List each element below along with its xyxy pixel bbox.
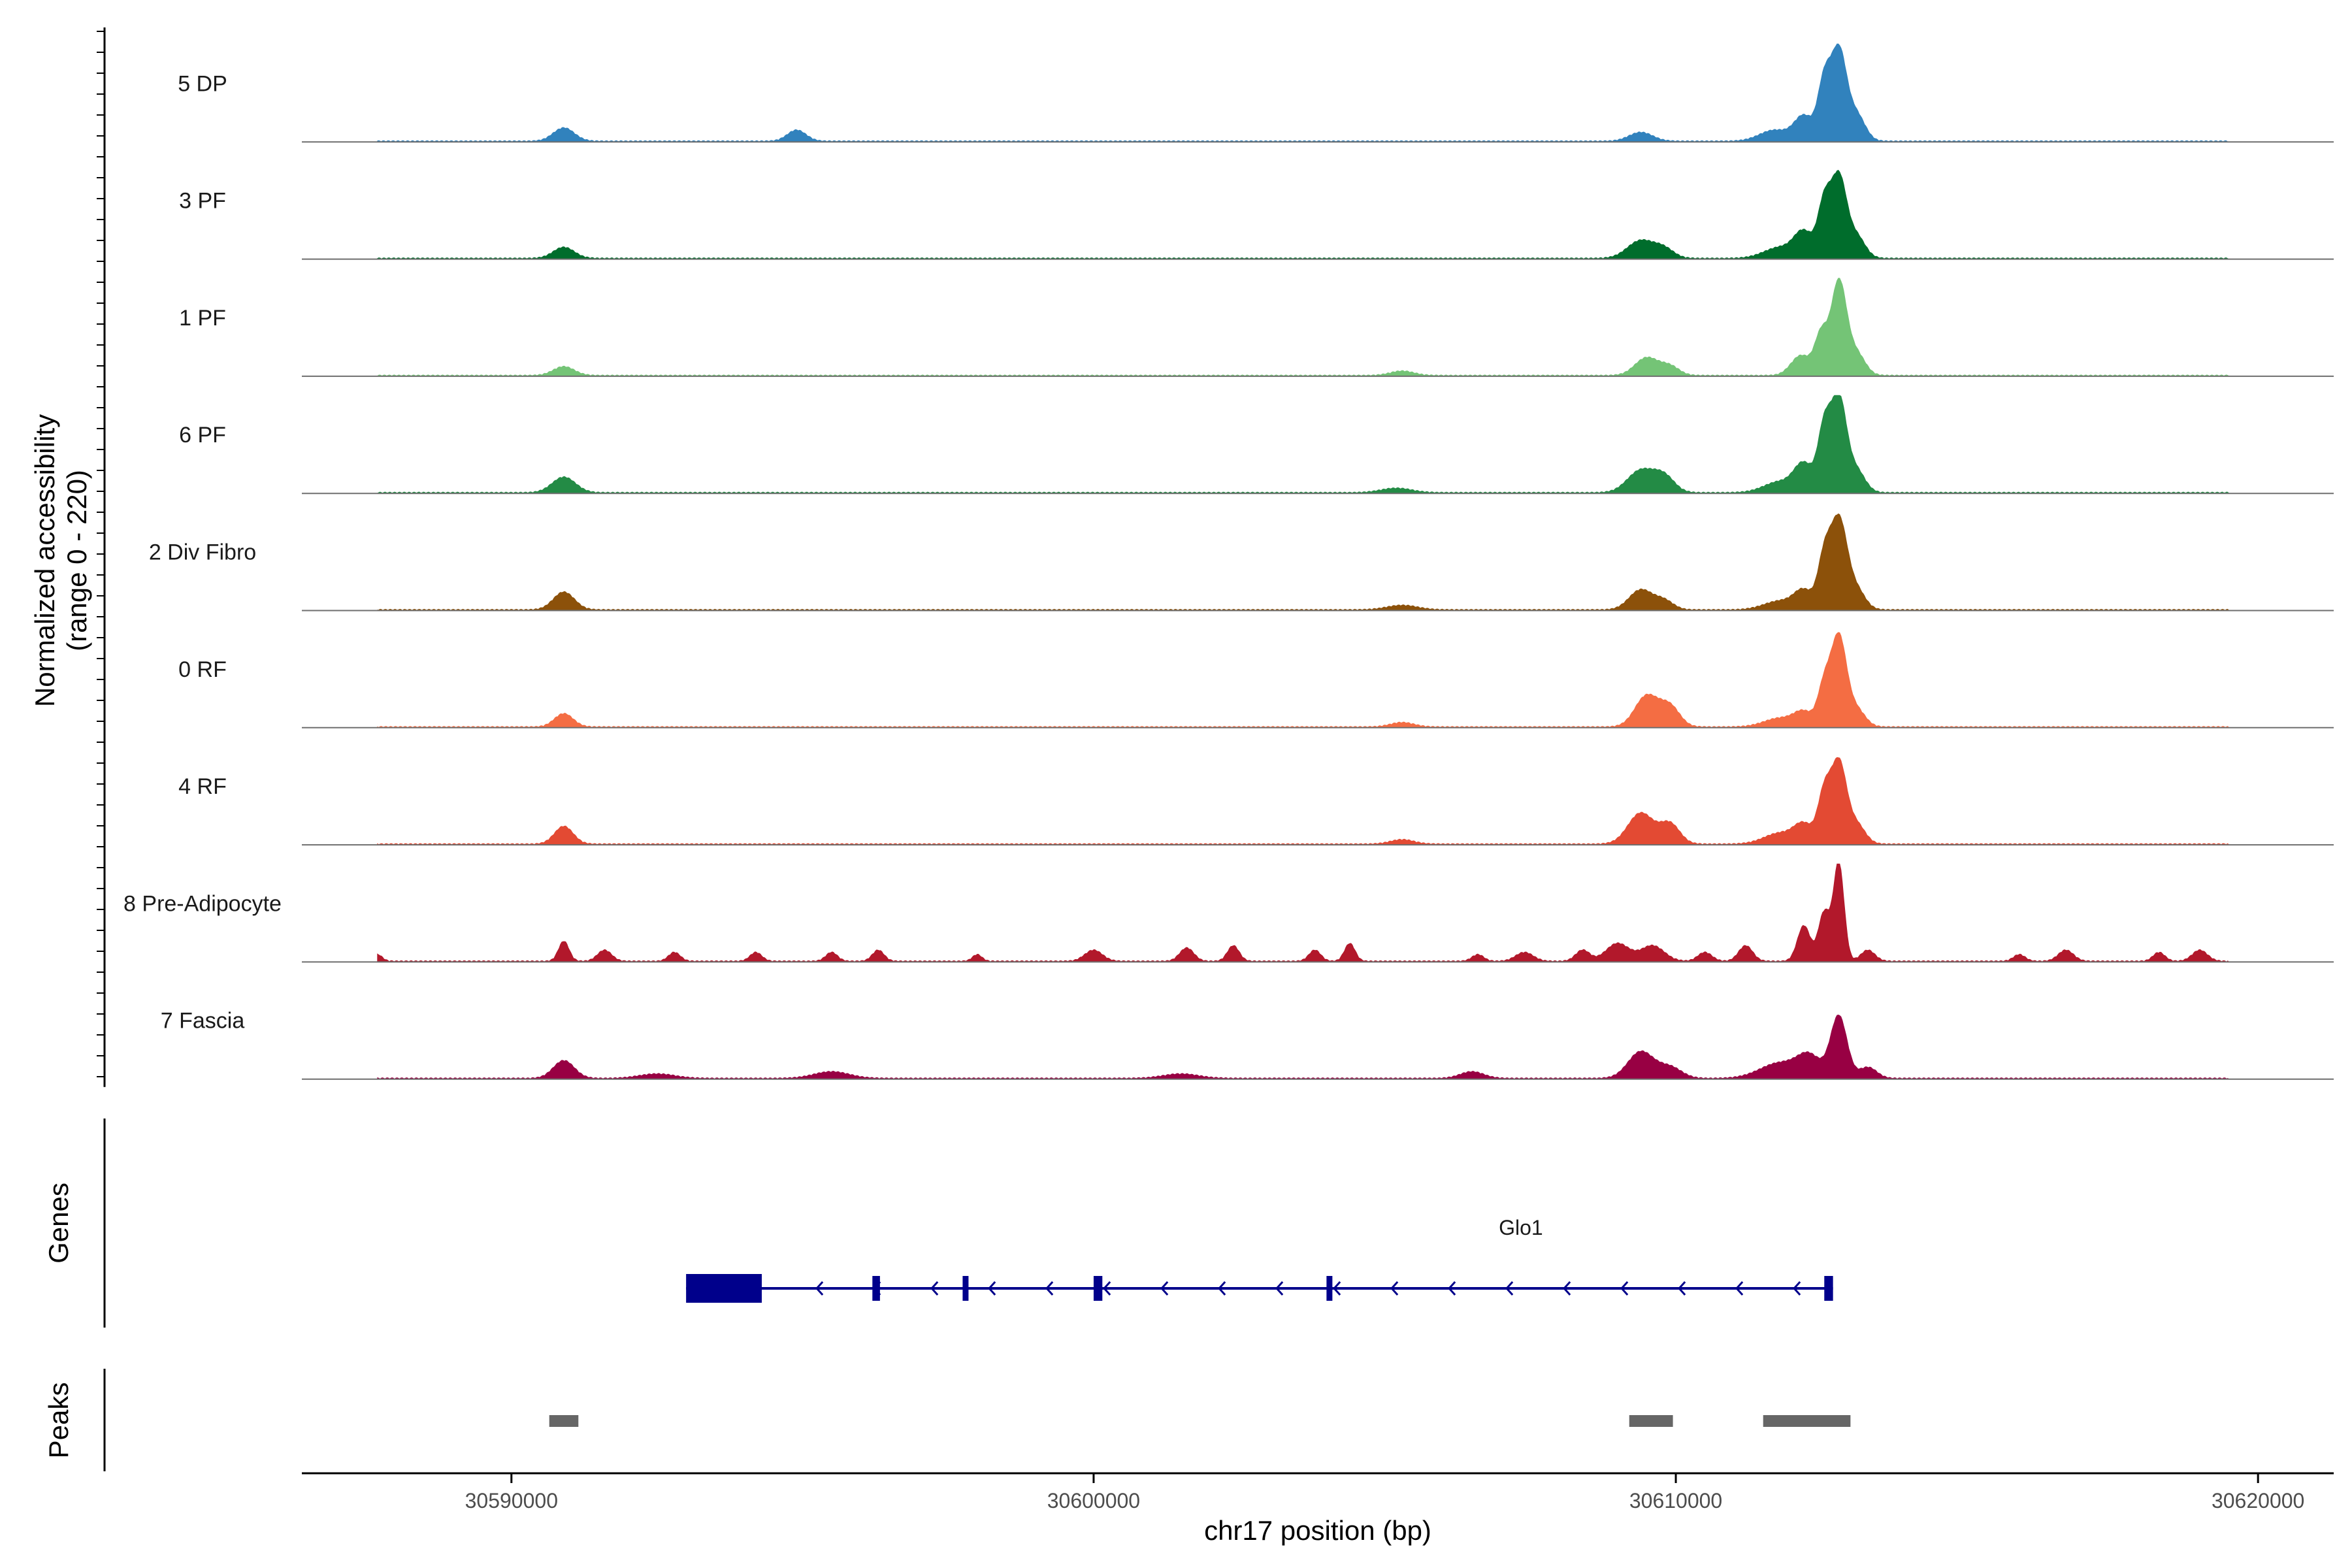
x-tick-label: 30620000	[2212, 1489, 2304, 1512]
peak-region	[1763, 1415, 1851, 1427]
track-label-4-rf: 4 RF	[178, 774, 227, 799]
y-axis-title-line1: Normalized accessibility	[29, 414, 60, 707]
track-label-6-pf: 6 PF	[179, 423, 226, 448]
gene-exon	[1824, 1276, 1833, 1301]
gene-exon	[1326, 1276, 1333, 1301]
strand-arrow	[1678, 1281, 1686, 1296]
x-axis: 30590000 30600000 30610000 30620000	[465, 1473, 2304, 1512]
strand-arrow	[1563, 1281, 1571, 1296]
peak-region	[549, 1415, 579, 1427]
strand-arrow	[1160, 1281, 1169, 1296]
gene-label-glo1: Glo1	[1499, 1216, 1543, 1239]
track-2-div-fibro: 2 Div Fibro	[149, 513, 2334, 612]
x-tick-label: 30600000	[1047, 1489, 1140, 1512]
coverage-area-0-rf	[377, 632, 2230, 728]
strand-arrow	[1448, 1281, 1456, 1296]
track-6-pf: 6 PF	[179, 395, 2334, 495]
peak-region	[1629, 1415, 1673, 1427]
track-label-5-dp: 5 DP	[178, 71, 227, 96]
track-8-pre-adipocyte: 8 Pre-Adipocyte	[123, 863, 2334, 963]
track-0-rf: 0 RF	[178, 632, 2334, 728]
strand-arrow	[1103, 1281, 1111, 1296]
gene-exon	[1093, 1276, 1103, 1301]
track-5-dp: 5 DP	[178, 43, 2334, 143]
strand-arrow	[1045, 1281, 1054, 1296]
track-3-pf: 3 PF	[179, 169, 2334, 260]
strand-arrow	[1218, 1281, 1226, 1296]
x-axis-title: chr17 position (bp)	[1204, 1515, 1431, 1546]
gene-track: Glo1	[686, 1216, 1833, 1303]
strand-arrow	[988, 1281, 996, 1296]
y-axis-title-line2: (range 0 - 220)	[61, 470, 92, 651]
gene-exon	[872, 1276, 880, 1301]
gene-exon	[686, 1274, 762, 1303]
gene-exon	[962, 1276, 969, 1301]
coverage-area-5-dp	[377, 43, 2229, 142]
track-label-8-pre-adipocyte: 8 Pre-Adipocyte	[123, 891, 282, 916]
strand-arrow	[1275, 1281, 1284, 1296]
x-tick-label: 30590000	[465, 1489, 558, 1512]
track-1-pf: 1 PF	[179, 278, 2334, 377]
track-7-fascia: 7 Fascia	[161, 1009, 2334, 1080]
coverage-tracks: 5 DP 3 PF 1 PF 6 PF 2 Div Fibro 0 RF 4 RF 8 Pre…	[123, 43, 2334, 1080]
genes-track-title: Genes	[43, 1183, 74, 1264]
strand-arrow	[1505, 1281, 1514, 1296]
strand-arrow	[1735, 1281, 1744, 1296]
track-label-3-pf: 3 PF	[179, 189, 226, 214]
strand-arrow	[1333, 1281, 1341, 1296]
track-4-rf: 4 RF	[178, 757, 2334, 846]
strand-arrow	[930, 1281, 939, 1296]
x-tick-label: 30610000	[1629, 1489, 1722, 1512]
strand-arrow	[1620, 1281, 1629, 1296]
track-label-1-pf: 1 PF	[179, 306, 226, 331]
track-label-2-div-fibro: 2 Div Fibro	[149, 540, 256, 565]
strand-arrow	[1793, 1281, 1801, 1296]
y-axis	[97, 27, 106, 1087]
peaks-track	[549, 1415, 1851, 1427]
track-label-0-rf: 0 RF	[178, 657, 227, 682]
strand-arrow	[1390, 1281, 1399, 1296]
track-label-7-fascia: 7 Fascia	[161, 1009, 245, 1034]
strand-arrow	[815, 1281, 824, 1296]
peaks-track-title: Peaks	[43, 1382, 74, 1459]
